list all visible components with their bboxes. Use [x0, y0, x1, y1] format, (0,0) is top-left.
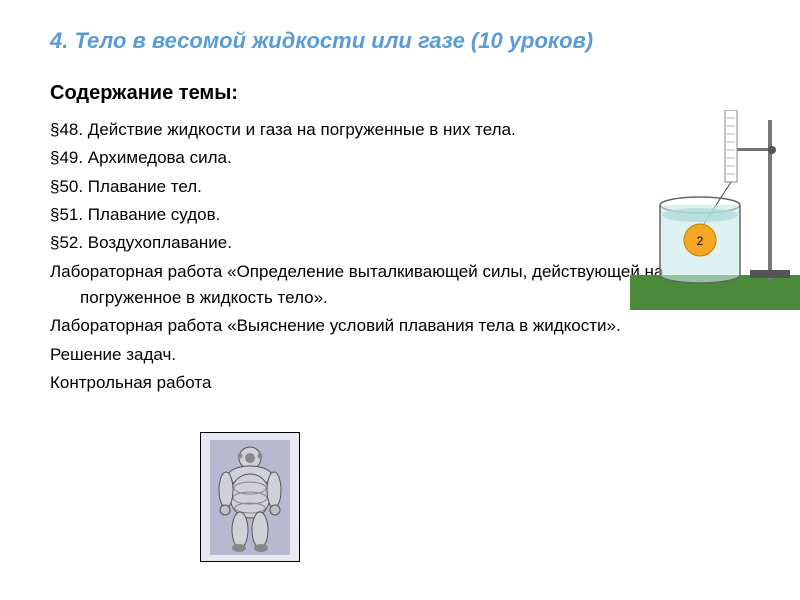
list-item: Контрольная работа	[50, 370, 760, 396]
experiment-diagram: 2	[630, 110, 800, 310]
slide-title: 4. Тело в весомой жидкости или газе (10 …	[50, 28, 760, 54]
ball-label: 2	[697, 234, 704, 248]
list-item: Решение задач.	[50, 342, 760, 368]
content-subtitle: Содержание темы:	[50, 82, 760, 105]
diving-suit-image	[200, 432, 300, 562]
list-item: Лабораторная работа «Выяснение условий п…	[50, 313, 760, 339]
